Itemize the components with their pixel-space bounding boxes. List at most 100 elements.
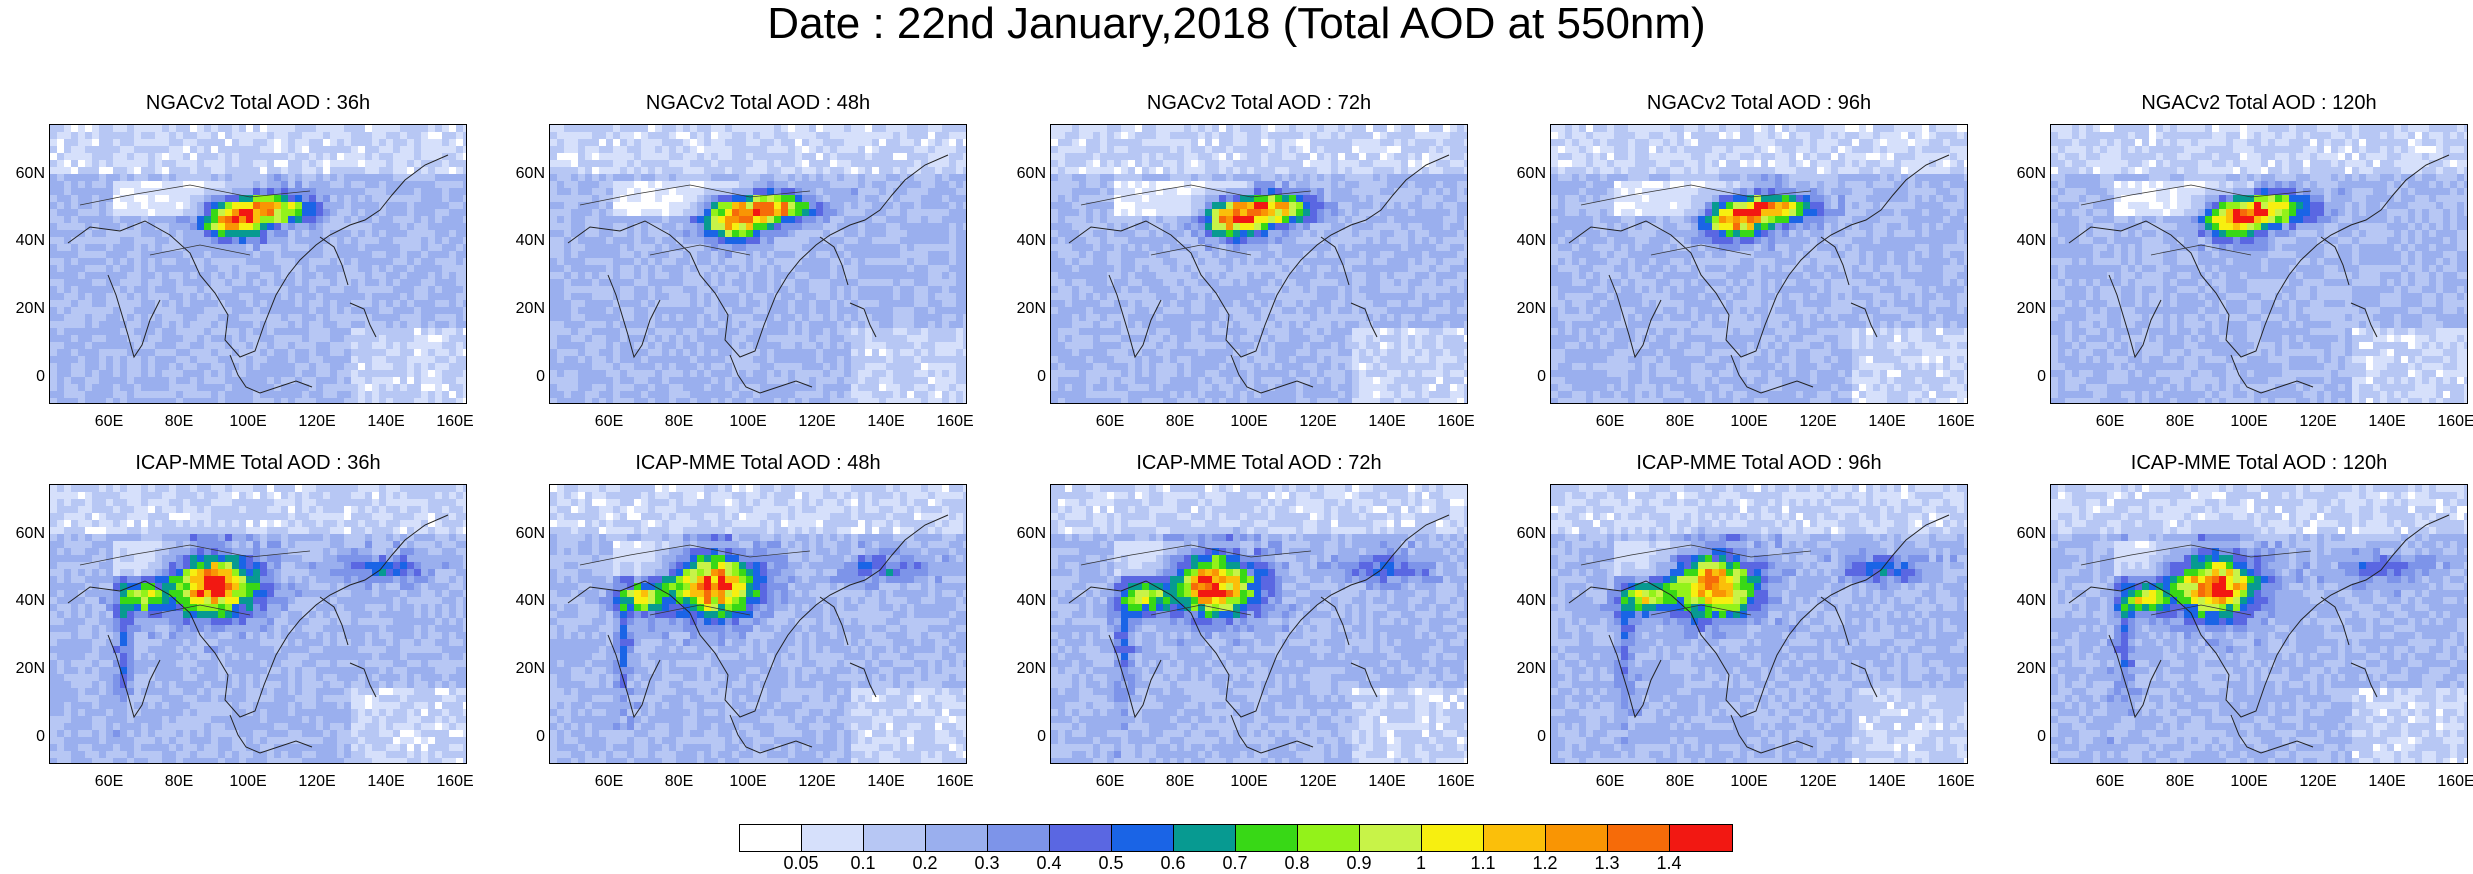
colorbar-label: 0.8: [1267, 854, 1327, 872]
lon-tick-label: 160E: [2432, 774, 2473, 790]
colorbar-swatch: [740, 825, 802, 851]
panel-title: ICAP-MME Total AOD : 96h: [1550, 452, 1968, 474]
lat-tick-label: 60N: [5, 526, 45, 542]
lon-tick-label: 160E: [431, 774, 479, 790]
aod-map: [549, 484, 967, 764]
lat-tick-label: 20N: [2006, 301, 2046, 317]
lon-tick-label: 140E: [862, 774, 910, 790]
colorbar-label: 0.7: [1205, 854, 1265, 872]
lat-tick-label: 20N: [505, 301, 545, 317]
aod-map: [49, 124, 467, 404]
lat-tick-label: 40N: [5, 593, 45, 609]
lat-tick-label: 60N: [2006, 526, 2046, 542]
lon-tick-label: 100E: [224, 414, 272, 430]
lat-tick-label: 40N: [2006, 593, 2046, 609]
colorbar-label: 1.4: [1639, 854, 1699, 872]
lat-tick-label: 0: [1006, 369, 1046, 385]
lon-tick-label: 140E: [362, 414, 410, 430]
lat-tick-label: 60N: [1506, 526, 1546, 542]
lat-tick-label: 0: [1006, 729, 1046, 745]
lat-tick-label: 20N: [1006, 661, 1046, 677]
colorbar: [739, 824, 1733, 852]
colorbar-label: 1.1: [1453, 854, 1513, 872]
lat-tick-label: 60N: [5, 166, 45, 182]
lon-tick-label: 120E: [293, 414, 341, 430]
aod-map: [49, 484, 467, 764]
lon-tick-label: 120E: [1294, 414, 1342, 430]
lat-tick-label: 60N: [505, 526, 545, 542]
lat-tick-label: 0: [2006, 729, 2046, 745]
colorbar-swatch: [1484, 825, 1546, 851]
lon-tick-label: 80E: [155, 774, 203, 790]
lon-tick-label: 80E: [655, 414, 703, 430]
lat-tick-label: 40N: [1506, 233, 1546, 249]
colorbar-swatch: [988, 825, 1050, 851]
colorbar-swatch: [1422, 825, 1484, 851]
lon-tick-label: 120E: [2294, 414, 2342, 430]
lat-tick-label: 40N: [505, 233, 545, 249]
lon-tick-label: 60E: [2086, 774, 2134, 790]
lon-tick-label: 100E: [724, 774, 772, 790]
colorbar-swatch: [1360, 825, 1422, 851]
lat-tick-label: 0: [1506, 369, 1546, 385]
lon-tick-label: 60E: [1086, 774, 1134, 790]
lat-tick-label: 20N: [1506, 301, 1546, 317]
lon-tick-label: 160E: [1932, 774, 1980, 790]
lat-tick-label: 20N: [1506, 661, 1546, 677]
colorbar-swatch: [1112, 825, 1174, 851]
lat-tick-label: 40N: [1006, 593, 1046, 609]
lon-tick-label: 80E: [1656, 774, 1704, 790]
lon-tick-label: 80E: [655, 774, 703, 790]
colorbar-label: 0.05: [771, 854, 831, 872]
panel-title: NGACv2 Total AOD : 72h: [1050, 92, 1468, 114]
lon-tick-label: 100E: [2225, 414, 2273, 430]
lon-tick-label: 160E: [1432, 774, 1480, 790]
colorbar-swatch: [802, 825, 864, 851]
lat-tick-label: 20N: [2006, 661, 2046, 677]
lat-tick-label: 40N: [5, 233, 45, 249]
panel-title: NGACv2 Total AOD : 48h: [549, 92, 967, 114]
lon-tick-label: 120E: [793, 414, 841, 430]
aod-map: [2050, 484, 2468, 764]
lon-tick-label: 100E: [1725, 774, 1773, 790]
aod-map: [2050, 124, 2468, 404]
colorbar-label: 1.2: [1515, 854, 1575, 872]
colorbar-swatch: [864, 825, 926, 851]
lon-tick-label: 140E: [1863, 414, 1911, 430]
colorbar-swatch: [1236, 825, 1298, 851]
lon-tick-label: 60E: [1586, 774, 1634, 790]
colorbar-label: 0.2: [895, 854, 955, 872]
lon-tick-label: 80E: [155, 414, 203, 430]
lon-tick-label: 80E: [1156, 414, 1204, 430]
lon-tick-label: 80E: [1156, 774, 1204, 790]
lon-tick-label: 140E: [1863, 774, 1911, 790]
lat-tick-label: 0: [5, 369, 45, 385]
lon-tick-label: 100E: [1225, 774, 1273, 790]
lon-tick-label: 80E: [2156, 414, 2204, 430]
lat-tick-label: 60N: [2006, 166, 2046, 182]
panel-title: NGACv2 Total AOD : 36h: [49, 92, 467, 114]
lon-tick-label: 160E: [931, 414, 979, 430]
lat-tick-label: 60N: [1506, 166, 1546, 182]
lon-tick-label: 160E: [431, 414, 479, 430]
aod-map: [1050, 124, 1468, 404]
lon-tick-label: 120E: [293, 774, 341, 790]
lon-tick-label: 120E: [2294, 774, 2342, 790]
figure-title: Date : 22nd January,2018 (Total AOD at 5…: [0, 2, 2473, 46]
lon-tick-label: 60E: [85, 774, 133, 790]
colorbar-label: 0.9: [1329, 854, 1389, 872]
lat-tick-label: 20N: [505, 661, 545, 677]
lat-tick-label: 60N: [505, 166, 545, 182]
lon-tick-label: 160E: [1432, 414, 1480, 430]
colorbar-label: 0.1: [833, 854, 893, 872]
lat-tick-label: 40N: [1506, 593, 1546, 609]
lon-tick-label: 140E: [2363, 774, 2411, 790]
lat-tick-label: 60N: [1006, 526, 1046, 542]
panel-title: ICAP-MME Total AOD : 72h: [1050, 452, 1468, 474]
lat-tick-label: 40N: [505, 593, 545, 609]
lon-tick-label: 80E: [2156, 774, 2204, 790]
panel-title: ICAP-MME Total AOD : 48h: [549, 452, 967, 474]
lon-tick-label: 100E: [1725, 414, 1773, 430]
colorbar-label: 1.3: [1577, 854, 1637, 872]
lon-tick-label: 160E: [2432, 414, 2473, 430]
